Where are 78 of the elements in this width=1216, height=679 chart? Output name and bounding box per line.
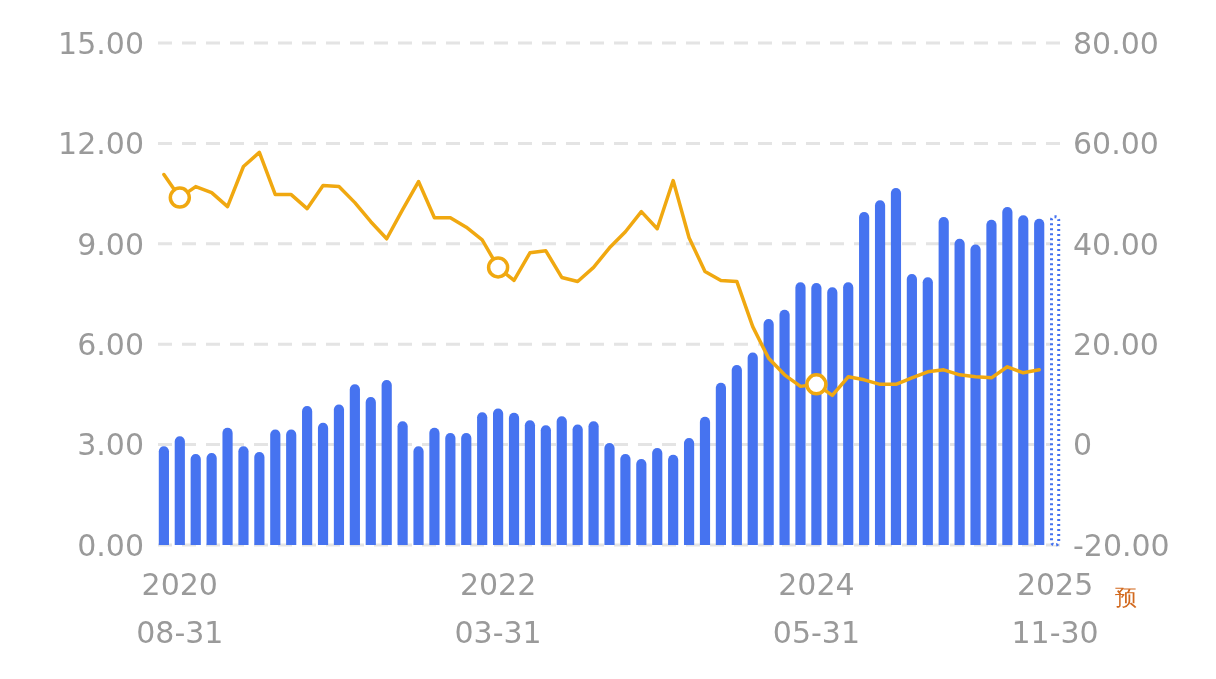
bar bbox=[699, 416, 711, 545]
bar bbox=[429, 427, 440, 545]
bar bbox=[493, 408, 504, 545]
point bbox=[805, 373, 828, 396]
bar bbox=[461, 432, 472, 545]
bar bbox=[508, 412, 520, 545]
bar bbox=[1050, 215, 1061, 547]
bar bbox=[859, 212, 870, 545]
line-series bbox=[162, 150, 1041, 398]
bar bbox=[636, 459, 647, 545]
y2-tick-label: 20.00 bbox=[1073, 327, 1159, 362]
bar bbox=[906, 273, 917, 545]
bar bbox=[1002, 207, 1013, 545]
bar bbox=[572, 424, 583, 545]
bar bbox=[413, 446, 424, 545]
y2-tick-label: -20.00 bbox=[1073, 527, 1170, 563]
y-tick-label: 15.00 bbox=[58, 25, 144, 61]
y-tick-label: 6.00 bbox=[77, 327, 144, 362]
y2-tick-label: 60.00 bbox=[1073, 126, 1159, 162]
bar bbox=[588, 421, 599, 545]
bar bbox=[238, 446, 249, 545]
bar bbox=[381, 380, 392, 545]
bar bbox=[174, 436, 185, 545]
bar bbox=[317, 422, 329, 545]
bar bbox=[874, 200, 886, 545]
bar bbox=[1018, 215, 1029, 545]
bar bbox=[206, 452, 217, 545]
bar bbox=[890, 187, 902, 545]
bar bbox=[190, 453, 201, 545]
y-tick-label: 3.00 bbox=[77, 427, 144, 463]
bar bbox=[556, 416, 567, 545]
bar bbox=[652, 447, 663, 545]
y2-tick-label: 0 bbox=[1073, 427, 1093, 463]
point bbox=[486, 256, 510, 279]
bar bbox=[333, 404, 345, 545]
y-tick-label: 9.00 bbox=[77, 226, 144, 262]
y2-tick-label: 40.00 bbox=[1073, 226, 1159, 262]
bar bbox=[620, 453, 631, 545]
bar bbox=[1034, 218, 1045, 545]
bar bbox=[922, 277, 933, 545]
bar bbox=[397, 421, 408, 545]
bar bbox=[795, 282, 806, 545]
bar bbox=[524, 420, 536, 545]
bar bbox=[843, 282, 854, 545]
bar bbox=[970, 244, 981, 545]
x-tick-label: 2022 03-31 bbox=[454, 567, 542, 650]
bar bbox=[222, 427, 233, 545]
bar bbox=[445, 432, 456, 545]
y-tick-label: 0.00 bbox=[77, 527, 144, 563]
bar bbox=[158, 446, 169, 545]
bar bbox=[365, 397, 376, 545]
bar bbox=[986, 219, 997, 545]
bar bbox=[954, 238, 965, 545]
y-tick-label: 12.00 bbox=[58, 126, 144, 162]
bar bbox=[349, 384, 360, 545]
y2-tick-label: 80.00 bbox=[1073, 25, 1159, 61]
bar bbox=[747, 352, 758, 545]
bar bbox=[827, 287, 838, 545]
x-tick-label: 2020 08-31 bbox=[136, 567, 224, 650]
bar bbox=[938, 217, 949, 545]
bar bbox=[270, 429, 281, 545]
bar bbox=[731, 364, 742, 545]
bar bbox=[254, 451, 265, 545]
text: 预 bbox=[1115, 585, 1138, 610]
bar bbox=[779, 309, 790, 545]
bar bbox=[683, 437, 695, 545]
x-tick-label: 2025 11-30 bbox=[1011, 567, 1099, 650]
bar bbox=[668, 454, 679, 545]
bar bbox=[811, 282, 822, 545]
x-tick-label: 2024 05-31 bbox=[772, 567, 860, 650]
bar bbox=[477, 412, 488, 545]
bar bbox=[763, 319, 774, 545]
bar bbox=[540, 425, 551, 545]
point bbox=[168, 186, 192, 209]
bar bbox=[604, 442, 615, 545]
bar bbox=[715, 382, 726, 545]
bar bbox=[302, 406, 313, 545]
bar bbox=[286, 429, 297, 545]
